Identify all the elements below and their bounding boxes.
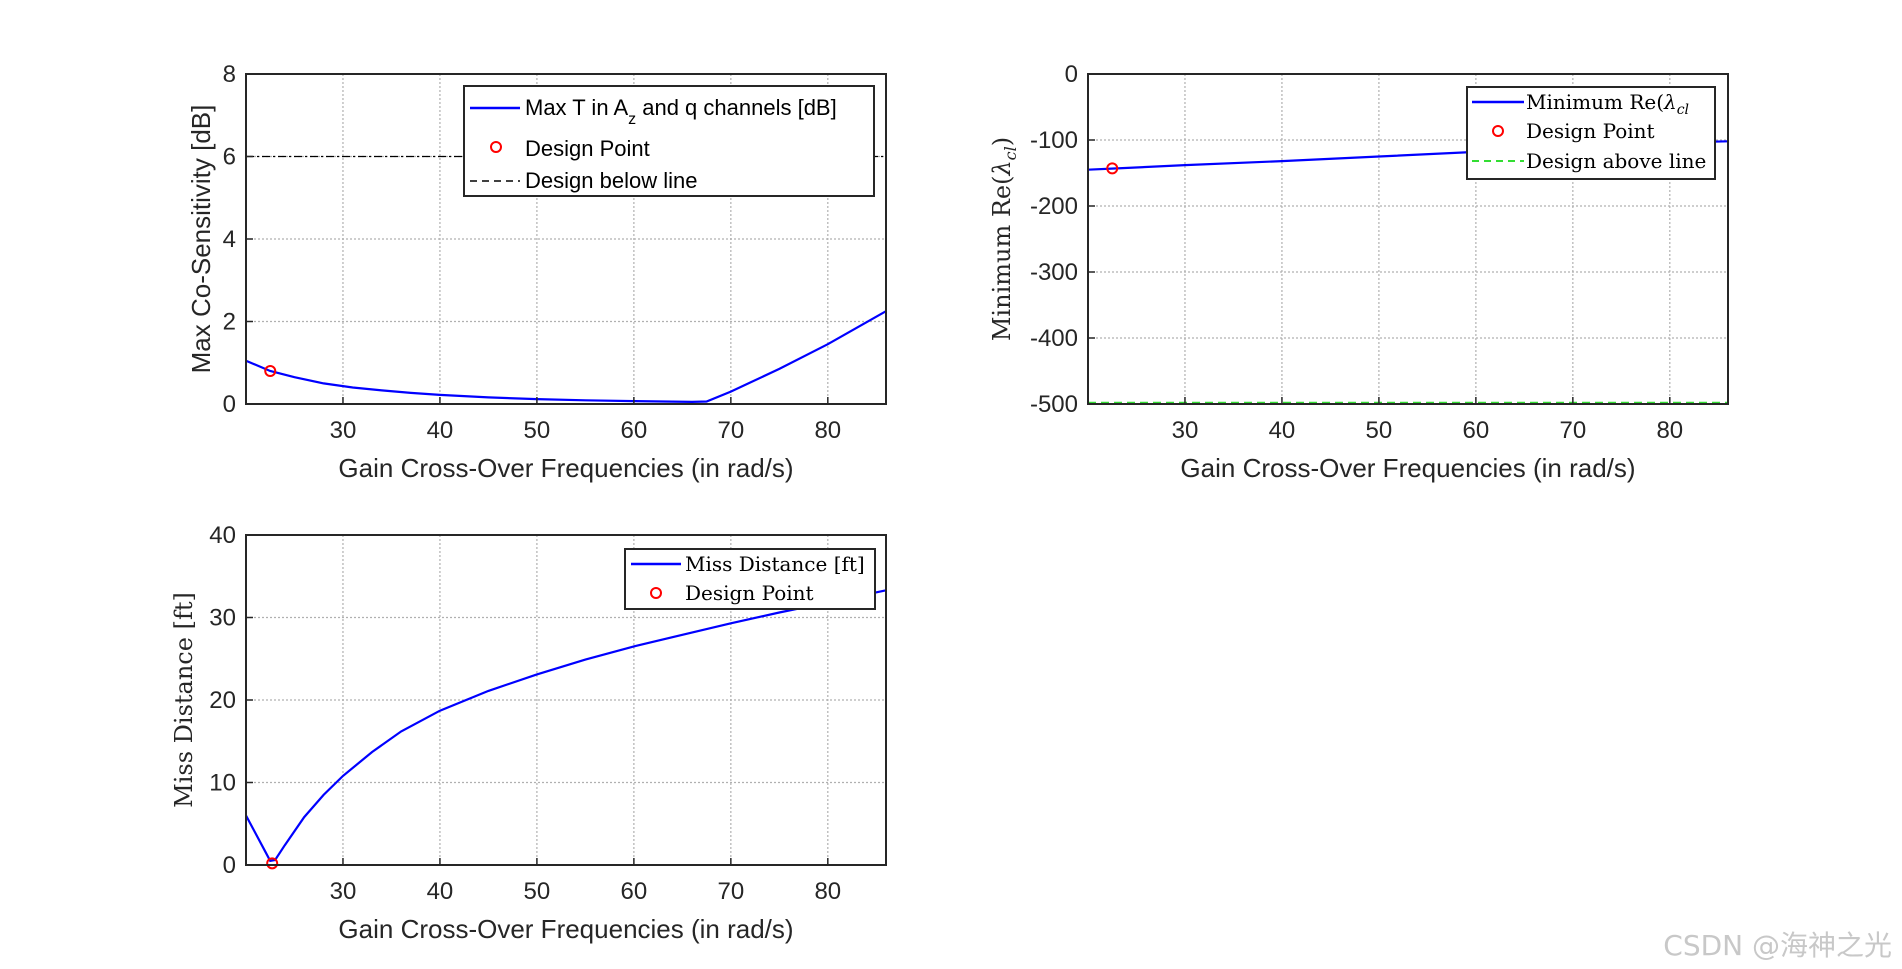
x-axis-label: Gain Cross-Over Frequencies (in rad/s) — [338, 453, 793, 483]
x-tick-label: 70 — [1559, 417, 1586, 444]
design-point-marker — [266, 857, 279, 870]
legend-design-point-label: Design Point — [525, 136, 650, 161]
legend: Max T in Az and q channels [dB] Design P… — [463, 85, 875, 197]
plot-frame — [1087, 73, 1729, 405]
legend-series-label: Minimum Re(λcl — [1526, 90, 1689, 118]
x-tick-label: 60 — [1463, 417, 1490, 444]
legend-design-point-marker — [650, 587, 662, 599]
legend-series-label: Miss Distance [ft] — [685, 552, 865, 576]
x-tick-label: 80 — [1656, 417, 1683, 444]
legend-series-label: Max T in Az and q channels [dB] — [525, 95, 837, 128]
x-tick-label: 70 — [717, 417, 744, 444]
legend-above-line-label: Design above line — [1526, 149, 1706, 173]
design-point-marker — [1106, 162, 1119, 175]
series-line — [245, 589, 887, 863]
design-point-marker — [264, 365, 277, 377]
x-tick-label: 80 — [814, 417, 841, 444]
design-points — [264, 365, 277, 377]
series-group — [245, 589, 887, 863]
x-axis-label: Gain Cross-Over Frequencies (in rad/s) — [1180, 453, 1635, 483]
y-tick-label: 10 — [209, 770, 236, 797]
y-tick-label: 0 — [223, 391, 236, 418]
y-axis-label: Minimum Re(λcl) — [988, 137, 1020, 341]
y-tick-label: 40 — [209, 522, 236, 549]
legend-box — [463, 85, 875, 197]
legend-design-point-label: Design Point — [685, 581, 814, 605]
legend-design-point-marker — [490, 141, 502, 153]
y-tick-label: -500 — [1030, 391, 1078, 418]
x-tick-label: 60 — [621, 417, 648, 444]
legend: Miss Distance [ft] Design Point — [624, 548, 876, 610]
y-tick-label: 30 — [209, 605, 236, 632]
cosensitivity-plot: 30 40 50 60 70 80 0 2 4 6 8 Gain Cross-Over Frequ… — [186, 61, 887, 483]
x-tick-label: 40 — [427, 878, 454, 905]
x-tick-label: 40 — [427, 417, 454, 444]
x-axis-label: Gain Cross-Over Frequencies (in rad/s) — [338, 914, 793, 944]
y-ticks: 0 -100 -200 -300 -400 -500 — [1030, 61, 1095, 418]
design-points — [266, 857, 279, 870]
legend-box — [624, 548, 876, 610]
y-tick-label: -100 — [1030, 127, 1078, 154]
design-points — [1106, 162, 1119, 175]
y-tick-label: -400 — [1030, 325, 1078, 352]
legend-ref-line-label: Design below line — [525, 168, 697, 193]
x-tick-label: 60 — [621, 878, 648, 905]
y-tick-label: 20 — [209, 687, 236, 714]
x-tick-label: 40 — [1269, 417, 1296, 444]
y-tick-label: 6 — [223, 144, 236, 171]
y-tick-label: 2 — [223, 309, 236, 336]
y-axis-label: Miss Distance [ft] — [170, 592, 198, 808]
legend: Minimum Re(λcl Design Point Design above… — [1466, 86, 1716, 180]
x-tick-label: 50 — [1366, 417, 1393, 444]
y-tick-label: -200 — [1030, 193, 1078, 220]
miss-distance-plot: 30 40 50 60 70 80 0 10 20 30 40 Gain Cross-Over F… — [170, 522, 887, 944]
x-tick-label: 30 — [330, 878, 357, 905]
y-tick-label: 8 — [223, 61, 236, 88]
x-ticks: 30 40 50 60 70 80 — [330, 397, 841, 444]
y-axis-label: Max Co-Sensitivity [dB] — [186, 105, 216, 374]
y-ticks: 0 10 20 30 40 — [209, 522, 253, 879]
eigenvalue-plot: 30 40 50 60 70 80 0 -100 -200 -300 -400 -500 Gain … — [988, 61, 1729, 483]
x-ticks: 30 40 50 60 70 80 — [1172, 397, 1683, 444]
x-tick-label: 50 — [524, 878, 551, 905]
legend-design-point-marker — [1492, 125, 1504, 137]
x-tick-label: 70 — [717, 878, 744, 905]
y-tick-label: 4 — [223, 226, 236, 253]
watermark: CSDN @海神之光 — [1663, 929, 1892, 962]
x-tick-label: 50 — [524, 417, 551, 444]
x-tick-label: 30 — [1172, 417, 1199, 444]
y-tick-label: -300 — [1030, 259, 1078, 286]
y-ticks: 0 2 4 6 8 — [223, 61, 253, 418]
x-tick-label: 30 — [330, 417, 357, 444]
x-tick-label: 80 — [814, 878, 841, 905]
legend-design-point-label: Design Point — [1526, 119, 1655, 143]
y-tick-label: 0 — [1065, 61, 1078, 88]
x-ticks: 30 40 50 60 70 80 — [330, 858, 841, 905]
y-tick-label: 0 — [223, 852, 236, 879]
